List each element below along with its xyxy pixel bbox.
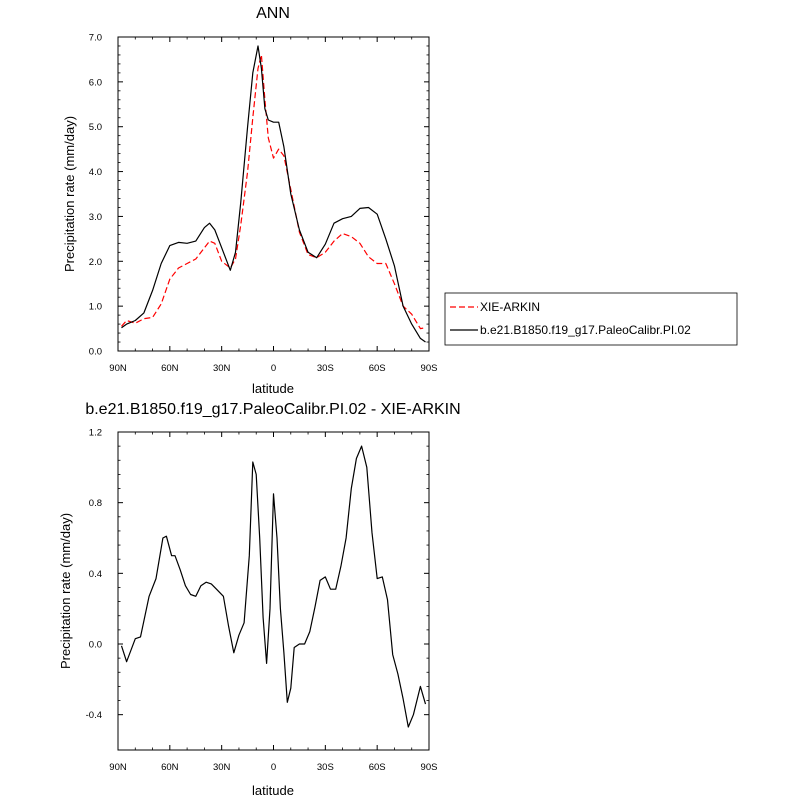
top-y-tick-label: 3.0 bbox=[89, 212, 102, 223]
top-x-tick-label: 0 bbox=[271, 363, 276, 374]
top-y-tick-label: 5.0 bbox=[89, 122, 102, 133]
top-x-axis: 90N 60N 30N 0 30S 60S 90S bbox=[109, 37, 437, 374]
bottom-y-tick-label: 0.0 bbox=[89, 640, 102, 651]
bottom-y-tick-label: 1.2 bbox=[89, 428, 102, 439]
bottom-x-tick-label: 60S bbox=[369, 762, 386, 773]
top-x-tick-label: 30S bbox=[317, 363, 334, 374]
top-series-line-1 bbox=[121, 54, 426, 330]
legend-label-xie-arkin: XIE-ARKIN bbox=[480, 300, 540, 314]
top-series-line-2 bbox=[121, 45, 426, 343]
top-plot-frame bbox=[117, 36, 430, 352]
top-y-axis: 0.0 1.0 2.0 3.0 4.0 5.0 6.0 7.0 bbox=[89, 33, 429, 358]
bottom-y-tick-label: -0.4 bbox=[86, 710, 102, 721]
legend: XIE-ARKIN b.e21.B1850.f19_g17.PaleoCalib… bbox=[444, 292, 738, 346]
bottom-y-axis: -0.4 0.0 0.4 0.8 1.2 bbox=[86, 428, 429, 721]
top-y-tick-label: 6.0 bbox=[89, 77, 102, 88]
bottom-x-tick-label: 30N bbox=[213, 762, 231, 773]
top-y-tick-label: 1.0 bbox=[89, 302, 102, 313]
bottom-x-tick-label: 90S bbox=[421, 762, 438, 773]
top-y-tick-label: 4.0 bbox=[89, 167, 102, 178]
bottom-series-group bbox=[120, 445, 427, 728]
bottom-x-tick-label: 60N bbox=[161, 762, 179, 773]
top-series-group bbox=[121, 45, 426, 343]
bottom-panel: b.e21.B1850.f19_g17.PaleoCalibr.PI.02 - … bbox=[58, 401, 461, 798]
top-chart-title: ANN bbox=[256, 5, 290, 22]
bottom-y-axis-label: Precipitation rate (mm/day) bbox=[58, 513, 73, 669]
top-x-tick-label: 60S bbox=[369, 363, 386, 374]
bottom-x-tick-label: 0 bbox=[271, 762, 276, 773]
top-x-tick-label: 90N bbox=[109, 363, 127, 374]
top-x-tick-label: 90S bbox=[421, 363, 438, 374]
bottom-x-tick-label: 30S bbox=[317, 762, 334, 773]
bottom-plot-frame bbox=[117, 431, 430, 751]
legend-label-model: b.e21.B1850.f19_g17.PaleoCalibr.PI.02 bbox=[480, 323, 691, 337]
top-y-tick-label: 0.0 bbox=[89, 347, 102, 358]
top-x-tick-label: 30N bbox=[213, 363, 231, 374]
bottom-x-axis: 90N 60N 30N 0 30S 60S 90S bbox=[109, 432, 437, 773]
bottom-x-tick-label: 90N bbox=[109, 762, 127, 773]
top-y-tick-label: 7.0 bbox=[89, 33, 102, 44]
bottom-x-axis-label: latitude bbox=[252, 783, 294, 798]
top-panel: ANN 0.0 1.0 2.0 3.0 4.0 5.0 6.0 7.0 90N 60N 30N 0 3… bbox=[62, 5, 437, 396]
legend-box bbox=[444, 292, 738, 346]
top-x-tick-label: 60N bbox=[161, 363, 179, 374]
top-y-tick-label: 2.0 bbox=[89, 257, 102, 268]
bottom-y-tick-label: 0.4 bbox=[89, 569, 102, 580]
top-y-axis-label: Precipitation rate (mm/day) bbox=[62, 116, 77, 272]
top-x-axis-label: latitude bbox=[252, 381, 294, 396]
bottom-series-line-1 bbox=[120, 445, 427, 728]
bottom-y-tick-label: 0.8 bbox=[89, 498, 102, 509]
bottom-chart-title: b.e21.B1850.f19_g17.PaleoCalibr.PI.02 - … bbox=[85, 401, 460, 418]
